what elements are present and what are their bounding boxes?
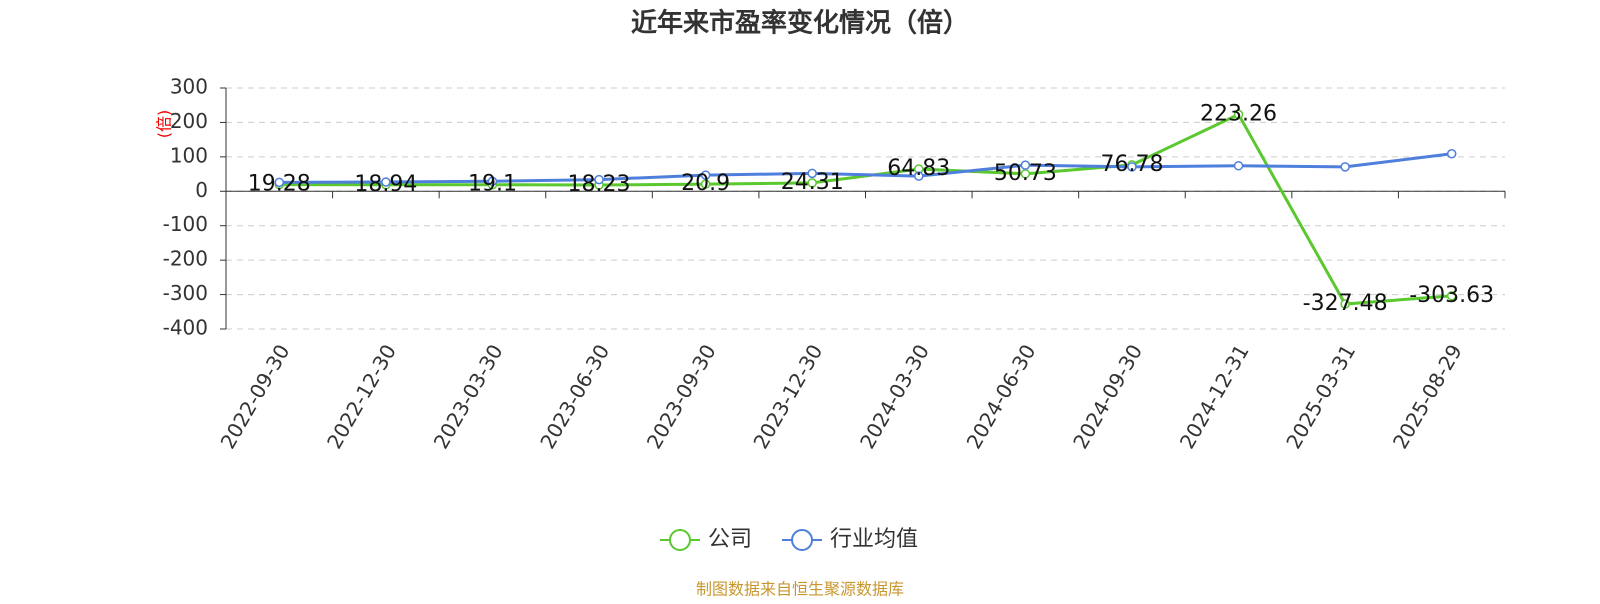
y-tick-label: 200 xyxy=(170,109,208,133)
data-point xyxy=(1340,299,1350,309)
data-point xyxy=(1340,162,1350,172)
data-point xyxy=(274,177,285,188)
data-point xyxy=(487,176,498,187)
data-point xyxy=(807,178,817,188)
data-point xyxy=(700,179,711,189)
y-tick-label: 300 xyxy=(170,75,208,99)
y-axis-label: (倍) xyxy=(155,110,174,139)
y-tick-label: 0 xyxy=(195,178,208,202)
data-label: 76.78 xyxy=(1100,152,1163,177)
x-tick-label: 2024-06-30 xyxy=(962,340,1041,453)
x-tick-label: 2023-12-30 xyxy=(748,340,827,453)
data-point xyxy=(700,170,711,180)
data-label: 18.23 xyxy=(568,172,631,197)
data-label: 19.28 xyxy=(248,172,311,197)
data-point xyxy=(1233,161,1244,171)
data-label: -327.48 xyxy=(1303,291,1388,316)
data-point xyxy=(1127,162,1137,172)
x-tick-label: 2023-09-30 xyxy=(642,340,721,453)
chart-title: 近年来市盈率变化情况（倍） xyxy=(631,8,969,39)
x-tick-label: 2022-09-30 xyxy=(215,340,294,453)
data-label: -303.63 xyxy=(1409,283,1494,308)
x-tick-label: 2023-06-30 xyxy=(535,340,614,453)
legend-label: 行业均值 xyxy=(830,527,918,552)
y-tick-label: 100 xyxy=(170,143,208,167)
x-tick-label: 2024-12-31 xyxy=(1175,340,1254,453)
data-point xyxy=(914,171,924,181)
data-label: 20.9 xyxy=(681,171,730,196)
legend-label: 公司 xyxy=(708,527,752,552)
data-label: 24.31 xyxy=(781,170,844,195)
x-tick-label: 2025-08-29 xyxy=(1388,340,1467,453)
y-tick-label: -200 xyxy=(163,247,208,271)
data-label: 18.94 xyxy=(354,172,417,197)
series-line xyxy=(279,112,1452,306)
y-tick-label: -400 xyxy=(163,316,208,340)
data-point xyxy=(1233,109,1244,120)
data-label: 50.73 xyxy=(994,161,1057,186)
data-point xyxy=(1020,160,1031,170)
data-label: 64.83 xyxy=(887,156,950,181)
y-tick-label: -100 xyxy=(163,212,208,236)
data-point xyxy=(1446,149,1457,159)
x-tick-label: 2022-12-30 xyxy=(322,340,401,453)
series-line xyxy=(279,152,1452,184)
x-tick-label: 2024-03-30 xyxy=(855,340,934,453)
legend-marker xyxy=(791,529,814,551)
legend-marker xyxy=(669,529,691,551)
data-point xyxy=(807,168,817,179)
data-point xyxy=(381,177,391,187)
data-label: 19.1 xyxy=(468,172,517,197)
data-point xyxy=(594,174,604,185)
x-tick-label: 2024-09-30 xyxy=(1068,340,1147,453)
source-note: 制图数据来自恒生聚源数据库 xyxy=(696,580,904,599)
x-tick-label: 2025-03-31 xyxy=(1281,340,1360,453)
x-tick-label: 2023-03-30 xyxy=(429,340,508,453)
data-point xyxy=(1446,291,1457,301)
data-label: 223.26 xyxy=(1200,101,1277,126)
y-tick-label: -300 xyxy=(163,281,208,305)
